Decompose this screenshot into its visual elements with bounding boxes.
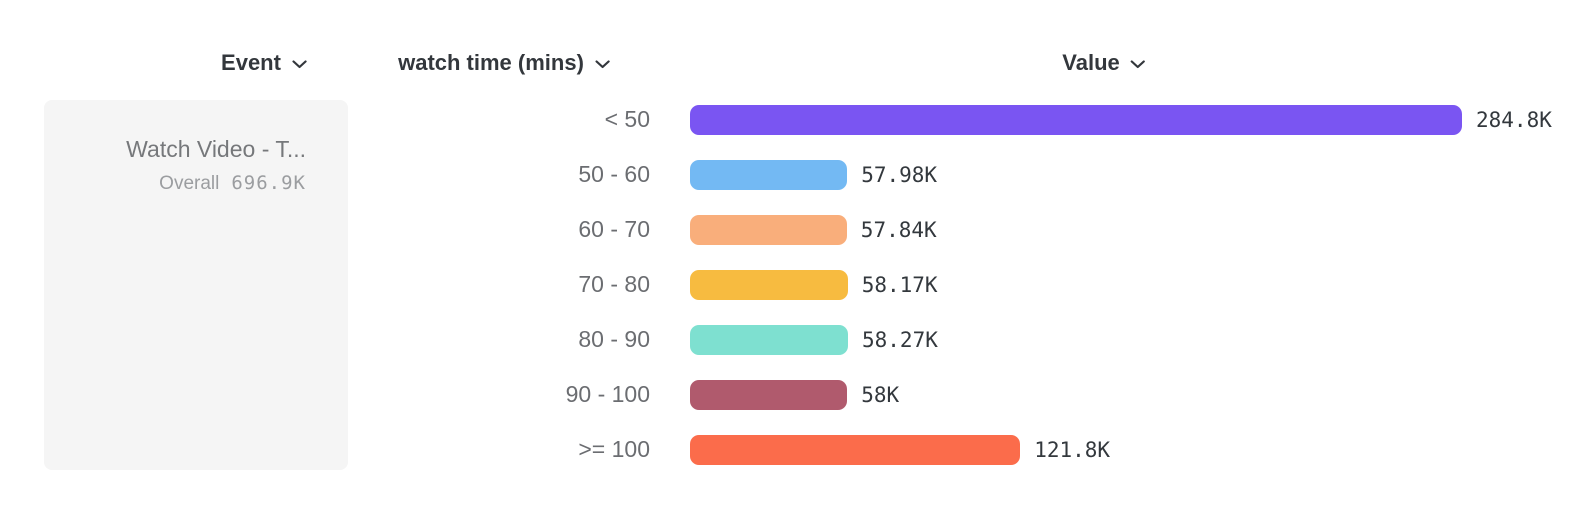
value-label: 121.8K (1034, 437, 1111, 462)
chevron-down-icon (595, 60, 610, 69)
chart-row: 60 - 70 57.84K (0, 202, 1592, 257)
category-label: >= 100 (578, 436, 650, 462)
chart-row: 80 - 90 58.27K (0, 312, 1592, 367)
bar-segment[interactable] (690, 214, 847, 245)
overall-label: Overall (159, 173, 220, 194)
chart-row: 90 - 100 58K (0, 367, 1592, 422)
category-label: 50 - 60 (578, 161, 650, 187)
breakdown-column-label: watch time (mins) (398, 50, 584, 75)
value-label: 57.98K (861, 162, 938, 187)
category-label: 90 - 100 (565, 381, 650, 407)
chart-row: 50 - 60 57.98K (0, 147, 1592, 202)
bar-segment[interactable] (690, 379, 848, 410)
bar-segment[interactable] (690, 434, 1021, 465)
breakdown-column-header[interactable]: watch time (mins) (398, 50, 610, 76)
chart-row: 70 - 80 58.17K (0, 257, 1592, 312)
bar-chart: < 50 284.8K 50 - 60 57.98K 60 - 70 57.84K 70 -… (0, 92, 1592, 477)
chevron-down-icon (1131, 60, 1146, 69)
category-label: 60 - 70 (578, 216, 650, 242)
chevron-down-icon (292, 60, 307, 69)
bar-segment[interactable] (690, 269, 848, 300)
bar-segment[interactable] (690, 159, 848, 190)
category-label: < 50 (604, 106, 650, 132)
chart-row: < 50 284.8K (0, 92, 1592, 147)
event-column-header[interactable]: Event (221, 50, 307, 76)
value-label: 284.8K (1476, 107, 1552, 132)
overall-value: 696.9K (231, 172, 306, 194)
event-summary-card[interactable]: Watch Video - T... Overall 696.9K (44, 100, 348, 470)
value-label: 58.27K (862, 327, 938, 352)
bar-segment[interactable] (690, 324, 848, 355)
value-column-header[interactable]: Value (1062, 50, 1146, 76)
bar-segment[interactable] (690, 104, 1462, 135)
event-name: Watch Video - T... (126, 136, 306, 162)
value-label: 57.84K (860, 217, 937, 242)
value-column-label: Value (1062, 50, 1120, 75)
chart-row: >= 100 121.8K (0, 422, 1592, 477)
value-label: 58K (861, 382, 900, 407)
event-column-label: Event (221, 50, 281, 75)
category-label: 80 - 90 (578, 326, 650, 352)
event-overall-row: Overall 696.9K (44, 172, 348, 195)
category-label: 70 - 80 (578, 271, 650, 297)
value-label: 58.17K (861, 272, 938, 297)
